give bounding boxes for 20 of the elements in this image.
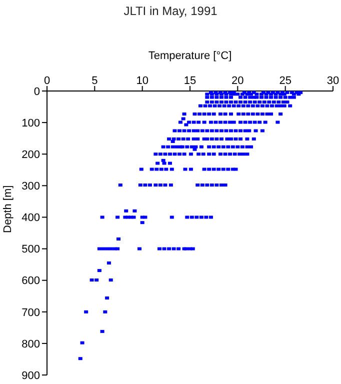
x-tick-label: 5 <box>92 75 98 87</box>
x-tick-label: 10 <box>136 75 148 87</box>
x-tick-label: 30 <box>326 75 340 87</box>
y-tick-label: 800 <box>22 338 40 350</box>
y-tick-label: 100 <box>22 117 40 130</box>
y-tick-label: 600 <box>22 275 40 288</box>
y-tick-label: 0 <box>34 86 40 98</box>
x-tick-label: 20 <box>232 75 244 87</box>
x-axis-title: Temperature [°C] <box>148 50 232 62</box>
x-tick-label: 0 <box>44 75 50 87</box>
y-tick-label: 300 <box>22 180 40 193</box>
x-tick-label: 25 <box>279 75 292 87</box>
x-tick-label: 15 <box>184 75 196 87</box>
y-tick-label: 500 <box>22 244 40 256</box>
y-tick-label: 700 <box>22 306 40 319</box>
y-tick-label: 900 <box>22 370 40 382</box>
y-tick-label: 400 <box>22 212 40 224</box>
y-axis-title: Depth [m] <box>2 185 14 233</box>
chart-title: JLTI in May, 1991 <box>122 4 218 18</box>
y-tick-label: 200 <box>22 149 40 162</box>
